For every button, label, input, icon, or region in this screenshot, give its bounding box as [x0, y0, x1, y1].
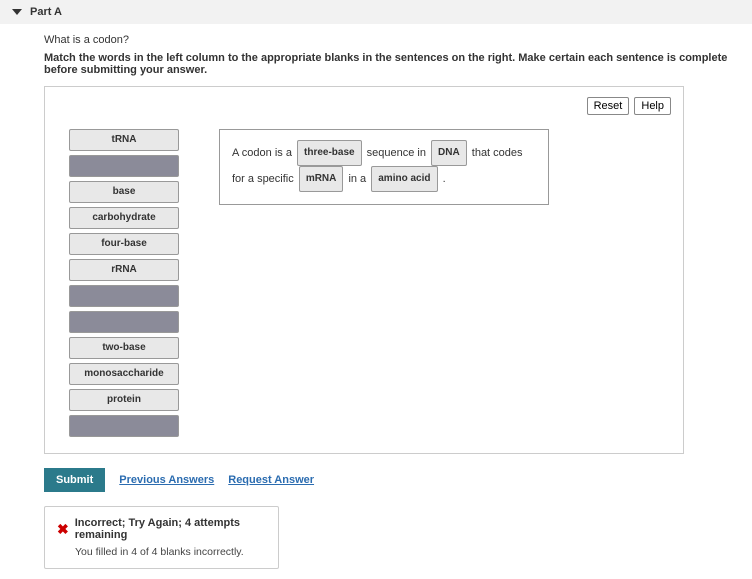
request-answer-link[interactable]: Request Answer	[228, 474, 314, 486]
sentence-text: in a	[348, 173, 366, 185]
columns: tRNA base carbohydrate four-base rRNA tw…	[57, 129, 671, 437]
sentence-text: .	[443, 173, 446, 185]
tile-base[interactable]: base	[69, 181, 179, 203]
tile-empty[interactable]	[69, 155, 179, 177]
reset-button[interactable]: Reset	[587, 97, 630, 115]
collapse-triangle-icon	[12, 9, 22, 15]
blank-chip-3[interactable]: mRNA	[299, 166, 344, 192]
tile-carbohydrate[interactable]: carbohydrate	[69, 207, 179, 229]
submit-button[interactable]: Submit	[44, 468, 105, 492]
help-button[interactable]: Help	[634, 97, 671, 115]
tile-monosaccharide[interactable]: monosaccharide	[69, 363, 179, 385]
blank-chip-4[interactable]: amino acid	[371, 166, 437, 192]
tile-empty[interactable]	[69, 415, 179, 437]
top-buttons: Reset Help	[57, 97, 671, 115]
tile-empty[interactable]	[69, 285, 179, 307]
tile-protein[interactable]: protein	[69, 389, 179, 411]
action-row: Submit Previous Answers Request Answer	[44, 468, 752, 492]
incorrect-x-icon: ✖	[57, 521, 69, 538]
tile-two-base[interactable]: two-base	[69, 337, 179, 359]
tile-rrna[interactable]: rRNA	[69, 259, 179, 281]
feedback-subtext: You filled in 4 of 4 blanks incorrectly.	[75, 546, 266, 558]
tile-four-base[interactable]: four-base	[69, 233, 179, 255]
word-bank: tRNA base carbohydrate four-base rRNA tw…	[69, 129, 179, 437]
feedback-title: Incorrect; Try Again; 4 attempts remaini…	[75, 517, 266, 541]
blank-chip-2[interactable]: DNA	[431, 140, 467, 166]
content-area: What is a codon? Match the words in the …	[0, 24, 752, 579]
tile-empty[interactable]	[69, 311, 179, 333]
sentence-box: A codon is a three-base sequence in DNA …	[219, 129, 549, 205]
part-header[interactable]: Part A	[0, 0, 752, 24]
sentence-text: sequence in	[367, 147, 426, 159]
sentence-text: A codon is a	[232, 147, 292, 159]
feedback-title-row: ✖ Incorrect; Try Again; 4 attempts remai…	[57, 517, 266, 541]
work-area: Reset Help tRNA base carbohydrate four-b…	[44, 86, 684, 454]
blank-chip-1[interactable]: three-base	[297, 140, 362, 166]
instruction-text: Match the words in the left column to th…	[44, 52, 752, 76]
feedback-box: ✖ Incorrect; Try Again; 4 attempts remai…	[44, 506, 279, 569]
previous-answers-link[interactable]: Previous Answers	[119, 474, 214, 486]
tile-trna[interactable]: tRNA	[69, 129, 179, 151]
question-text: What is a codon?	[44, 34, 752, 46]
part-title: Part A	[30, 6, 62, 18]
